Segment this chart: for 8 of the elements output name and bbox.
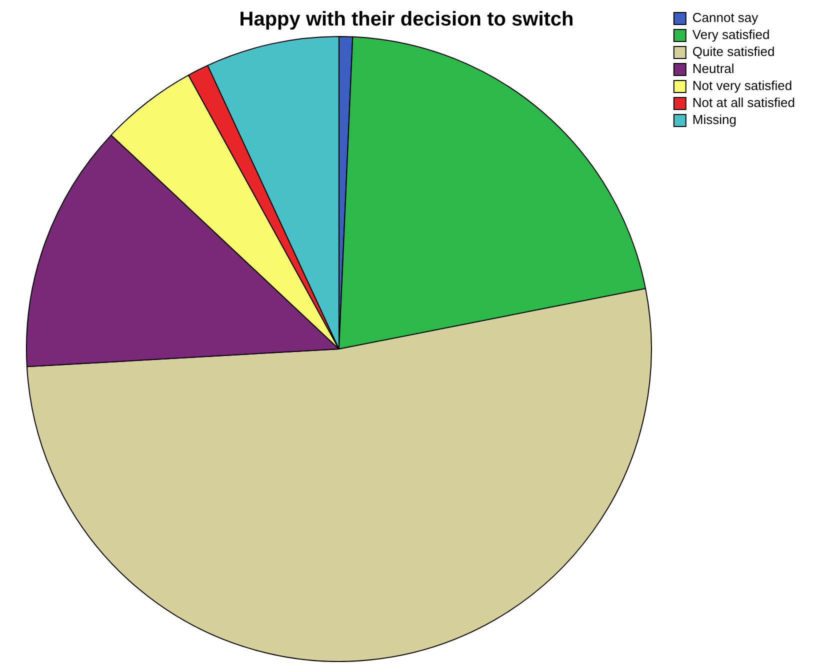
legend-label: Not at all satisfied: [692, 95, 796, 110]
legend-label: Neutral: [692, 61, 734, 76]
legend-label: Not very satisfied: [692, 78, 792, 94]
legend-label: Very satisfied: [692, 27, 770, 42]
chart-title: Happy with their decision to switch: [239, 8, 574, 31]
legend-label: Cannot say: [692, 10, 759, 26]
legend-label: Quite satisfied: [692, 44, 775, 60]
legend-label: Missing: [692, 112, 736, 128]
